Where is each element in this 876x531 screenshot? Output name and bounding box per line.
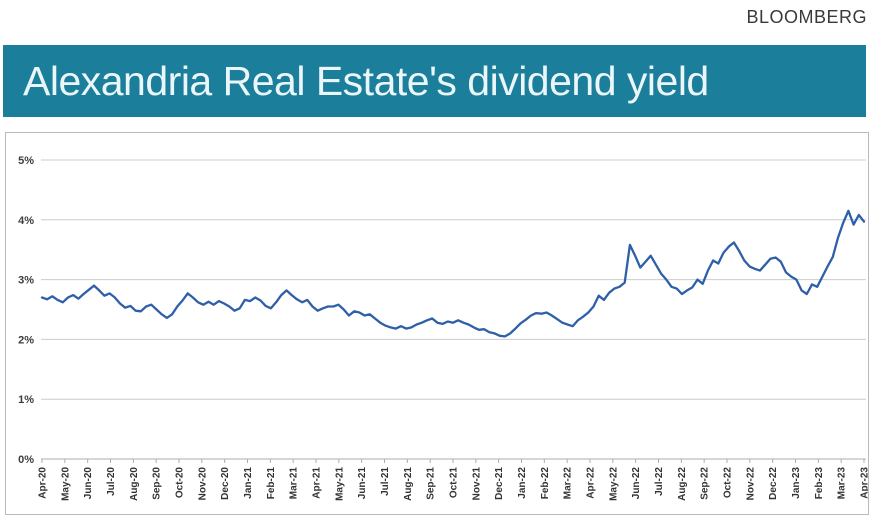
x-axis-label-Oct-21: Oct-21 (449, 467, 460, 499)
y-axis-label-4%: 4% (18, 215, 34, 227)
x-axis-label-May-20: May-20 (60, 467, 71, 501)
x-axis-label-Nov-22: Nov-22 (745, 467, 756, 501)
x-axis-label-Feb-23: Feb-23 (814, 467, 825, 500)
x-axis-label-Mar-23: Mar-23 (837, 467, 848, 500)
bloomberg-attribution: BLOOMBERG (746, 7, 867, 27)
x-axis-label-Dec-21: Dec-21 (494, 467, 505, 500)
x-axis-label-Mar-22: Mar-22 (563, 467, 574, 500)
x-axis-label-May-22: May-22 (608, 467, 619, 501)
x-axis-label-Sep-21: Sep-21 (426, 467, 437, 500)
x-axis-label-Apr-22: Apr-22 (586, 467, 597, 499)
chart-title: Alexandria Real Estate's dividend yield (23, 57, 709, 104)
y-axis-label-2%: 2% (18, 334, 34, 346)
x-axis-label-Feb-21: Feb-21 (266, 467, 277, 500)
dividend-yield-chart: 0% 1% 2% 3% 4% 5% Apr-20 May-20 Jun-20 Jul-20 Aug-… (5, 132, 869, 515)
x-axis-label-Jun-21: Jun-21 (357, 467, 368, 500)
x-axis-label-Aug-21: Aug-21 (403, 467, 414, 501)
x-axis-label-Aug-20: Aug-20 (129, 467, 140, 501)
y-axis-label-0%: 0% (18, 454, 34, 466)
x-axis-label-Jan-21: Jan-21 (243, 467, 254, 499)
x-axis-label-Oct-20: Oct-20 (175, 467, 186, 499)
x-axis-label-Nov-20: Nov-20 (197, 467, 208, 501)
x-axis-label-Aug-22: Aug-22 (677, 467, 688, 501)
dividend-yield-line (40, 209, 866, 338)
x-axis-label-Jul-20: Jul-20 (106, 467, 117, 496)
x-axis-label-Nov-21: Nov-21 (471, 467, 482, 501)
x-axis-label-Apr-23: Apr-23 (860, 467, 869, 499)
x-axis-label-Jul-22: Jul-22 (654, 467, 665, 496)
x-axis-label-Jan-22: Jan-22 (517, 467, 528, 499)
x-axis-label-May-21: May-21 (334, 467, 345, 501)
x-axis-label-Sep-22: Sep-22 (700, 467, 711, 500)
y-axis-label-1%: 1% (18, 394, 34, 406)
chart-canvas: 0% 1% 2% 3% 4% 5% Apr-20 May-20 Jun-20 Jul-20 Aug-… (18, 155, 869, 501)
y-axis-label-5%: 5% (18, 155, 34, 167)
x-axis-label-Apr-20: Apr-20 (38, 467, 49, 499)
x-axis-label-Oct-22: Oct-22 (723, 467, 734, 499)
x-axis-label-Apr-21: Apr-21 (312, 467, 323, 499)
x-axis-label-Dec-20: Dec-20 (220, 467, 231, 500)
x-axis-label-Jul-21: Jul-21 (380, 467, 391, 496)
x-axis-label-Dec-22: Dec-22 (768, 467, 779, 500)
x-axis-label-Jan-23: Jan-23 (791, 467, 802, 499)
x-axis-label-Sep-20: Sep-20 (152, 467, 163, 500)
x-axis-label-Jun-22: Jun-22 (631, 467, 642, 500)
x-axis-label-Jun-20: Jun-20 (83, 467, 94, 500)
y-axis-label-3%: 3% (18, 275, 34, 287)
x-axis-label-Mar-21: Mar-21 (289, 467, 300, 500)
x-axis-label-Feb-22: Feb-22 (540, 467, 551, 500)
chart-title-banner: Alexandria Real Estate's dividend yield (3, 45, 866, 117)
